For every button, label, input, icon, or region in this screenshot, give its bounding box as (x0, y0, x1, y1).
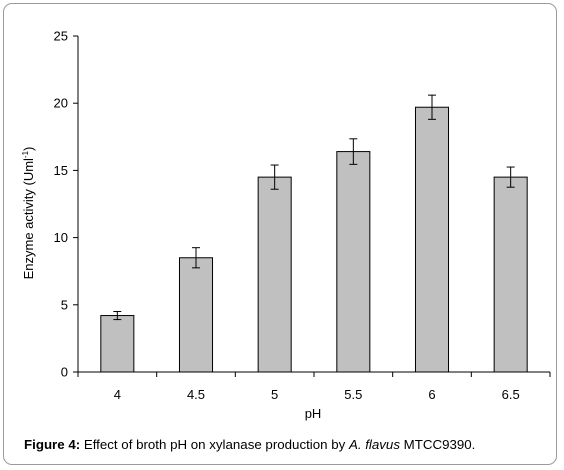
y-tick-label: 10 (54, 230, 68, 245)
x-axis-label: pH (305, 406, 322, 421)
x-tick-label: 5 (271, 387, 278, 402)
caption-text: Effect of broth pH on xylanase productio… (80, 437, 349, 452)
x-tick-label: 4.5 (187, 387, 205, 402)
x-tick-label: 6 (428, 387, 435, 402)
y-tick-label: 5 (61, 297, 68, 312)
x-tick-label: 6.5 (502, 387, 520, 402)
y-tick-label: 15 (54, 163, 68, 178)
bar (178, 257, 214, 373)
y-tick-label: 20 (54, 96, 68, 111)
y-tick-label: 0 (61, 365, 68, 380)
caption-label: Figure 4: (24, 437, 81, 452)
bar (414, 106, 450, 373)
bar (493, 176, 528, 373)
caption-organism: A. flavus (348, 437, 400, 452)
caption-text-end: MTCC9390. (399, 437, 476, 452)
bar (336, 151, 371, 373)
figure-frame (3, 3, 557, 465)
x-tick-label: 5.5 (344, 387, 362, 402)
plot-area: 4 4.5 5 5.5 6 6.5 0 5 10 15 20 25 (54, 29, 551, 402)
x-tick-label: 4 (114, 387, 121, 402)
y-tick-label: 25 (54, 29, 68, 44)
y-axis-label: Enzyme activity (Uml-1) (21, 147, 36, 280)
bar (100, 315, 135, 373)
figure-caption: Figure 4: Effect of broth pH on xylanase… (24, 437, 475, 452)
bar (257, 176, 292, 373)
